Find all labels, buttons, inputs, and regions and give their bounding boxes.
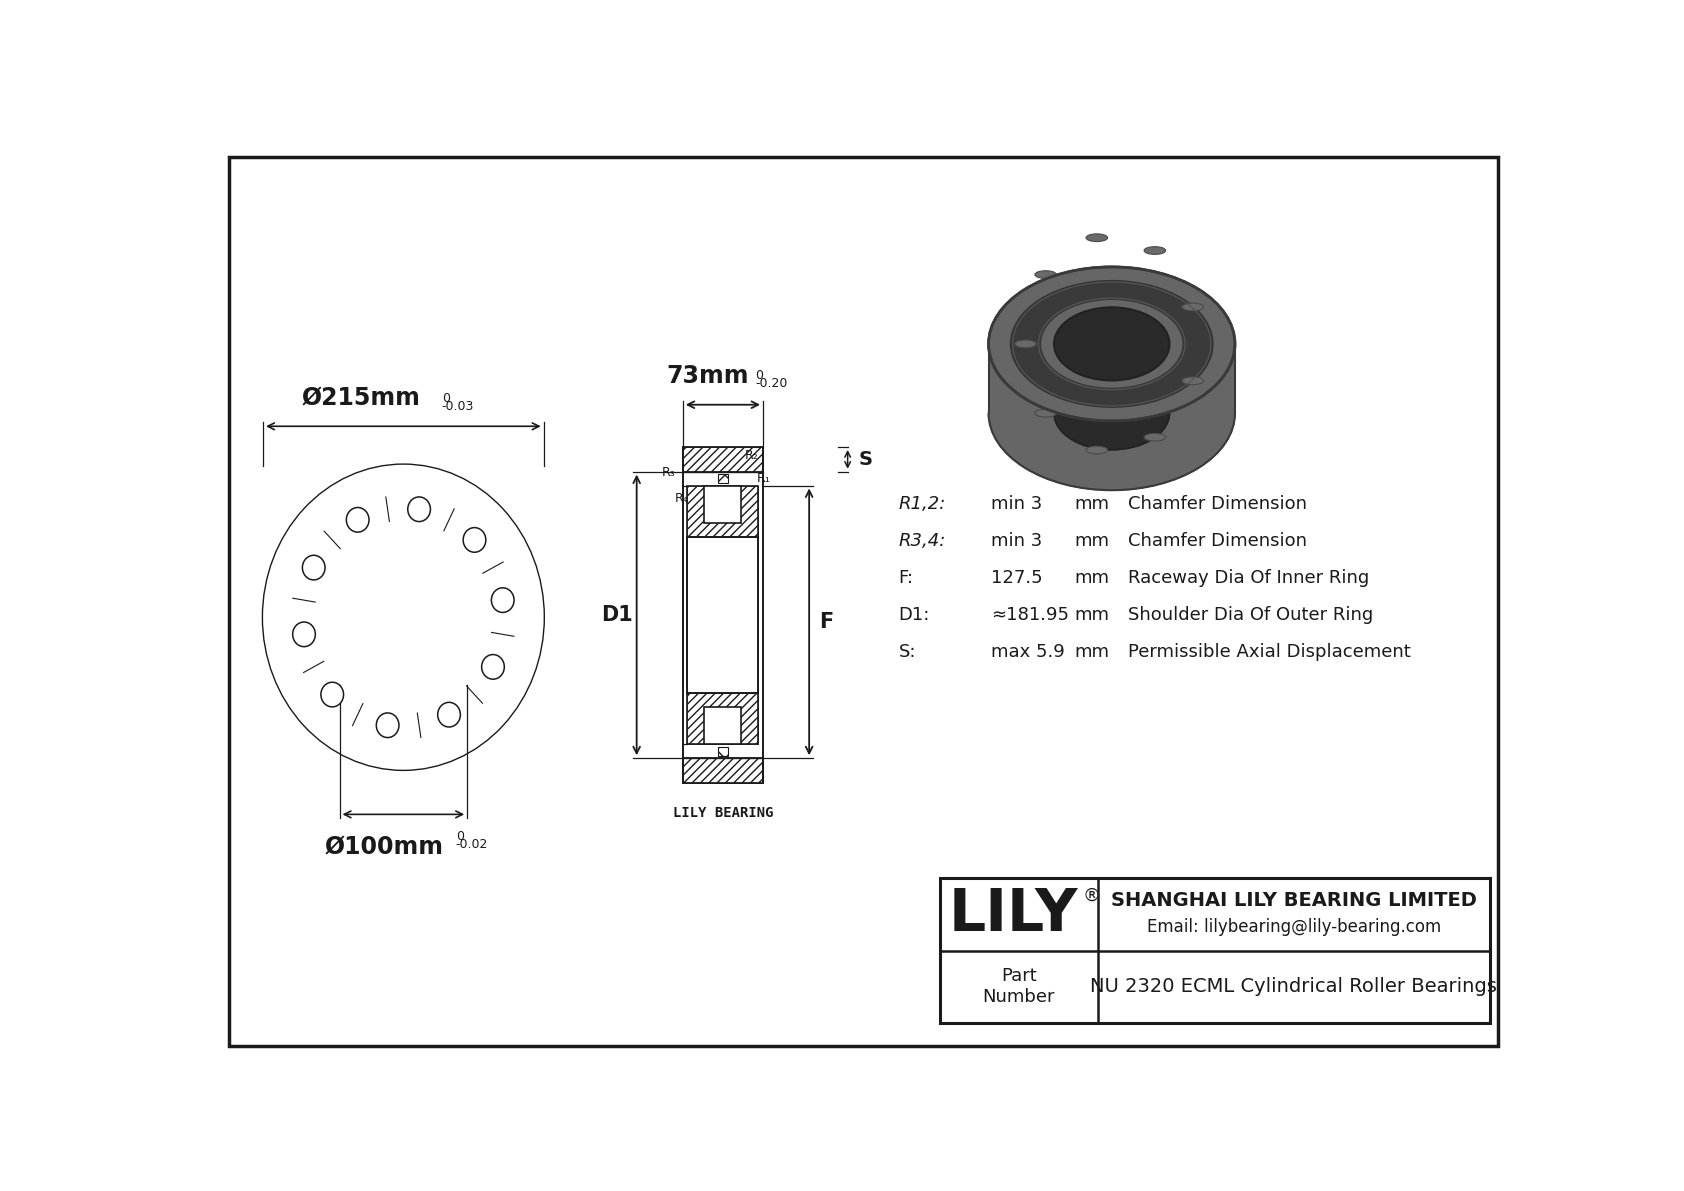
Ellipse shape	[408, 497, 431, 522]
Bar	[717, 747, 727, 756]
Text: min 3: min 3	[990, 495, 1042, 513]
Ellipse shape	[482, 655, 504, 679]
Bar	[684, 447, 763, 472]
Ellipse shape	[376, 713, 399, 737]
Ellipse shape	[303, 555, 325, 580]
Ellipse shape	[438, 703, 460, 727]
Text: D1:: D1:	[899, 606, 930, 624]
Ellipse shape	[1086, 447, 1108, 454]
Bar	[687, 486, 758, 537]
Text: LILY BEARING: LILY BEARING	[672, 806, 773, 819]
Ellipse shape	[293, 622, 315, 647]
Text: S: S	[859, 450, 872, 469]
Text: R3,4:: R3,4:	[899, 532, 946, 550]
Text: Chamfer Dimension: Chamfer Dimension	[1128, 495, 1307, 513]
Ellipse shape	[1036, 270, 1056, 279]
Text: 0: 0	[456, 830, 463, 843]
Text: mm: mm	[1074, 569, 1110, 587]
Bar	[687, 693, 758, 744]
Text: R₁: R₁	[756, 472, 771, 485]
Ellipse shape	[463, 528, 485, 553]
Ellipse shape	[1054, 307, 1169, 380]
Ellipse shape	[1036, 410, 1056, 417]
Ellipse shape	[1143, 434, 1165, 441]
Text: max 5.9: max 5.9	[990, 643, 1064, 661]
Ellipse shape	[989, 267, 1234, 420]
Text: S:: S:	[899, 643, 916, 661]
Text: NU 2320 ECML Cylindrical Roller Bearings: NU 2320 ECML Cylindrical Roller Bearings	[1091, 978, 1497, 997]
Text: mm: mm	[1074, 495, 1110, 513]
Bar	[687, 693, 758, 744]
Text: R₂: R₂	[744, 449, 758, 462]
Text: 0: 0	[441, 392, 450, 405]
Ellipse shape	[989, 336, 1234, 491]
Bar	[940, 878, 1490, 1023]
Text: Email: lilybearing@lily-bearing.com: Email: lilybearing@lily-bearing.com	[1147, 918, 1442, 936]
Ellipse shape	[347, 507, 369, 532]
Ellipse shape	[492, 588, 514, 612]
Ellipse shape	[1182, 376, 1204, 385]
Text: 73mm: 73mm	[667, 363, 749, 388]
Text: min 3: min 3	[990, 532, 1042, 550]
Text: Shoulder Dia Of Outer Ring: Shoulder Dia Of Outer Ring	[1128, 606, 1372, 624]
Text: Raceway Dia Of Inner Ring: Raceway Dia Of Inner Ring	[1128, 569, 1369, 587]
Text: R₃: R₃	[662, 467, 675, 480]
Text: 127.5: 127.5	[990, 569, 1042, 587]
Text: mm: mm	[1074, 643, 1110, 661]
Ellipse shape	[322, 682, 344, 707]
Ellipse shape	[1086, 233, 1108, 242]
Ellipse shape	[1010, 281, 1212, 407]
Bar	[704, 706, 741, 744]
Ellipse shape	[1041, 299, 1184, 388]
Text: Permissible Axial Displacement: Permissible Axial Displacement	[1128, 643, 1411, 661]
Text: R1,2:: R1,2:	[899, 495, 946, 513]
Text: LILY: LILY	[948, 886, 1078, 943]
Text: -0.20: -0.20	[754, 378, 788, 391]
Text: F: F	[818, 612, 834, 632]
Bar	[717, 474, 727, 484]
Text: D1: D1	[601, 605, 633, 625]
Text: mm: mm	[1074, 606, 1110, 624]
Bar	[684, 759, 763, 782]
Bar	[684, 759, 763, 782]
Text: -0.03: -0.03	[441, 400, 475, 413]
Text: mm: mm	[1074, 532, 1110, 550]
Bar	[704, 486, 741, 523]
Polygon shape	[989, 344, 1234, 490]
Text: F:: F:	[899, 569, 913, 587]
Text: Ø100mm: Ø100mm	[325, 836, 443, 860]
Text: -0.02: -0.02	[456, 838, 488, 852]
Text: SHANGHAI LILY BEARING LIMITED: SHANGHAI LILY BEARING LIMITED	[1111, 891, 1477, 910]
Ellipse shape	[263, 464, 544, 769]
Ellipse shape	[1015, 341, 1036, 348]
Bar	[687, 486, 758, 537]
Text: Ø215mm: Ø215mm	[301, 387, 421, 411]
Polygon shape	[1054, 344, 1169, 450]
Text: ®: ®	[1083, 887, 1101, 905]
Text: 0: 0	[754, 369, 763, 381]
Text: R₄: R₄	[675, 492, 689, 505]
Text: Chamfer Dimension: Chamfer Dimension	[1128, 532, 1307, 550]
Text: ≈181.95: ≈181.95	[990, 606, 1069, 624]
Text: Part
Number: Part Number	[983, 967, 1056, 1006]
Ellipse shape	[1182, 304, 1204, 311]
Bar	[684, 447, 763, 472]
Ellipse shape	[1143, 247, 1165, 255]
